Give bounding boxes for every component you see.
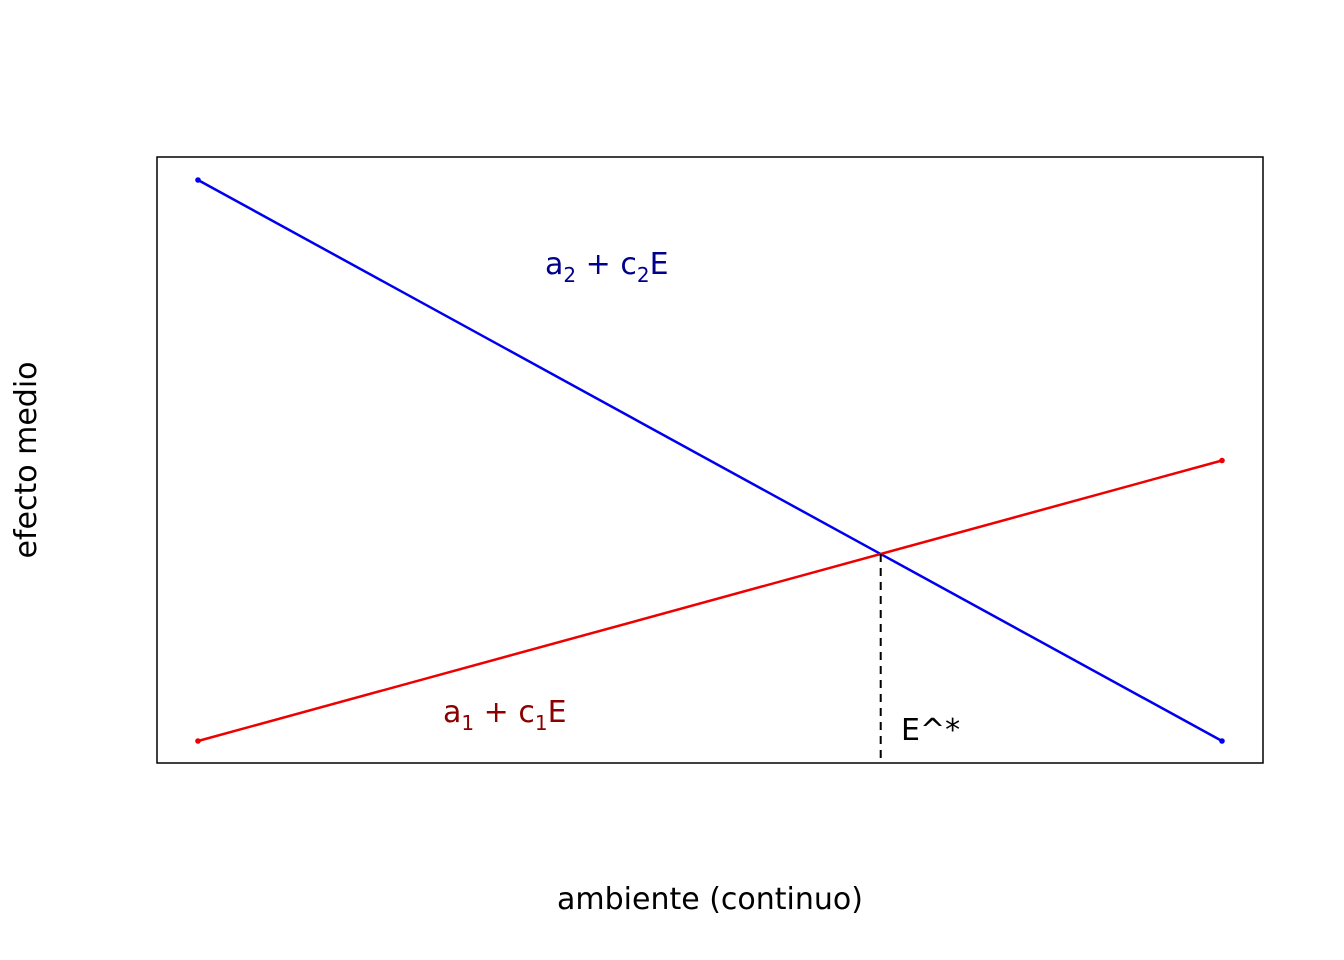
label-plus: +	[576, 247, 620, 282]
label-e: E	[548, 695, 567, 730]
crossover-label: E^*	[901, 713, 960, 748]
series-point-treatment-1-start	[195, 738, 201, 744]
label-a-subscript: 1	[461, 711, 474, 735]
plot-box	[156, 156, 1264, 764]
label-c: c	[620, 247, 637, 282]
y-axis-title: efecto medio	[9, 361, 44, 558]
series-line-treatment-1	[197, 459, 1223, 743]
label-c-subscript: 2	[637, 263, 650, 287]
label-plus: +	[474, 695, 518, 730]
label-a: a	[443, 695, 461, 730]
label-a: a	[545, 247, 563, 282]
series-point-treatment-2-end	[1219, 738, 1225, 744]
series-line-treatment-2	[197, 178, 1223, 743]
series-point-treatment-2-start	[195, 177, 201, 183]
series-point-treatment-1-end	[1219, 457, 1225, 464]
series-label-treatment-2: a2 + c2E	[545, 247, 669, 287]
label-c: c	[518, 695, 535, 730]
x-axis-title: ambiente (continuo)	[557, 882, 863, 917]
label-c-subscript: 1	[535, 711, 548, 735]
label-e: E	[650, 247, 669, 282]
series-label-treatment-1: a1 + c1E	[443, 695, 567, 735]
label-a-subscript: 2	[563, 263, 576, 287]
